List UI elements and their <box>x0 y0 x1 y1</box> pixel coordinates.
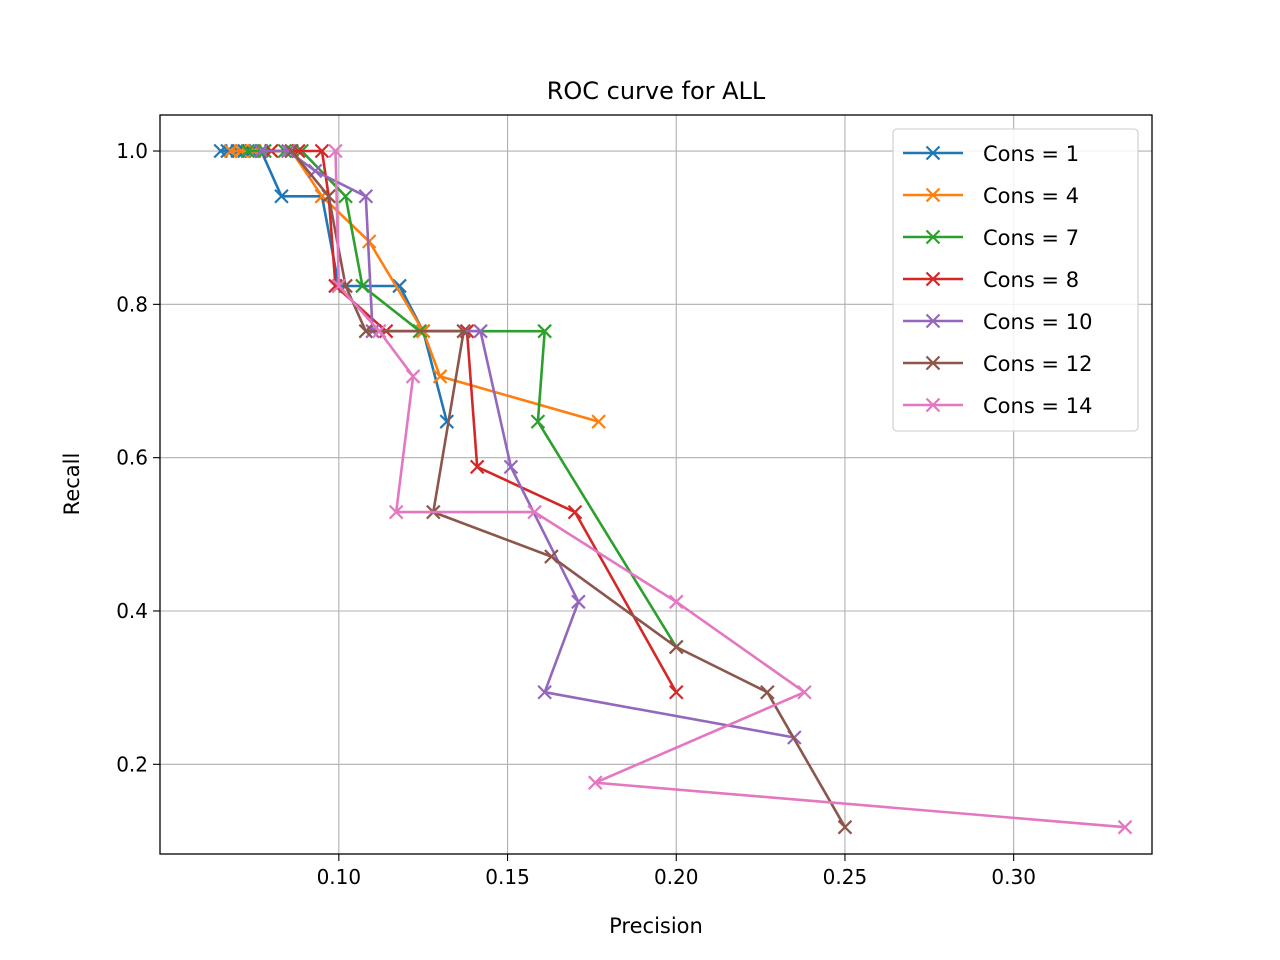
axis-ticks: 0.10 0.15 0.20 0.25 0.30 0.2 0.4 0.6 0.8 1.0 <box>116 139 1036 889</box>
data-point-marker <box>591 414 606 429</box>
plot-frame <box>159 114 1153 855</box>
y-tick-label: 0.4 <box>116 599 148 623</box>
data-point-marker <box>274 188 289 204</box>
legend-marker <box>925 397 941 413</box>
legend-entry: Cons = 12 <box>903 352 1092 376</box>
x-axis-label: Precision <box>609 914 703 938</box>
data-point-marker <box>1117 819 1133 835</box>
legend-label: Cons = 12 <box>983 352 1092 376</box>
y-tick-label: 0.6 <box>116 446 148 470</box>
data-point-marker <box>314 143 330 159</box>
data-point-marker <box>388 504 404 520</box>
data-point-marker <box>530 414 546 429</box>
data-point-marker <box>284 143 299 159</box>
data-point-marker <box>668 594 684 610</box>
y-tick-label: 0.2 <box>116 752 148 776</box>
legend-entry: Cons = 1 <box>903 142 1079 166</box>
data-point-marker <box>439 414 455 429</box>
legend-marker <box>925 229 941 245</box>
data-point-marker <box>253 143 269 159</box>
legend-marker <box>925 271 941 287</box>
chart-title: ROC curve for ALL <box>547 77 766 105</box>
y-tick-label: 0.8 <box>116 292 148 316</box>
series-line <box>334 150 1126 829</box>
data-point-marker <box>567 504 583 520</box>
data-point-marker <box>837 819 853 835</box>
y-tick-label: 1.0 <box>116 139 148 163</box>
data-point-marker <box>537 323 552 339</box>
data-point-marker <box>473 323 488 339</box>
legend-label: Cons = 8 <box>983 268 1079 292</box>
x-tick-label: 0.10 <box>317 865 362 889</box>
legend-marker <box>925 145 941 161</box>
legend-label: Cons = 1 <box>983 142 1079 166</box>
data-point-marker <box>537 684 552 700</box>
legend-label: Cons = 14 <box>983 394 1092 418</box>
series-7 <box>328 143 1133 835</box>
data-point-marker <box>331 278 347 294</box>
legend-entry: Cons = 4 <box>903 184 1079 208</box>
series-group <box>213 143 1133 835</box>
data-point-marker <box>372 323 387 339</box>
legend-entry: Cons = 10 <box>903 310 1092 334</box>
legend-label: Cons = 10 <box>983 310 1092 334</box>
legend-marker <box>925 355 941 371</box>
data-point-marker <box>587 775 603 790</box>
data-point-marker <box>544 549 559 564</box>
x-tick-label: 0.15 <box>485 865 530 889</box>
data-point-marker <box>240 143 256 159</box>
x-tick-label: 0.25 <box>823 865 868 889</box>
data-point-marker <box>571 594 586 610</box>
data-point-marker <box>358 323 374 339</box>
data-point-marker <box>328 143 343 159</box>
y-axis-label: Recall <box>60 453 84 516</box>
legend-label: Cons = 7 <box>983 226 1079 250</box>
legend: Cons = 1 Cons = 4 Cons = 7 Cons = 8 Cons = 1… <box>892 128 1139 432</box>
x-tick-label: 0.20 <box>654 865 699 889</box>
data-point-marker <box>338 188 353 204</box>
data-point-marker <box>280 143 296 159</box>
data-point-marker <box>668 684 684 700</box>
legend-entry: Cons = 14 <box>903 394 1092 418</box>
data-point-marker <box>355 278 370 294</box>
data-point-marker <box>668 639 684 655</box>
data-point-marker <box>527 504 542 520</box>
data-point-marker <box>405 369 421 384</box>
data-point-marker <box>456 323 471 339</box>
data-point-marker <box>432 369 448 384</box>
legend-marker <box>925 187 941 203</box>
legend-label: Cons = 4 <box>983 184 1079 208</box>
data-point-marker <box>392 278 407 294</box>
data-point-marker <box>797 684 812 700</box>
data-point-marker <box>233 143 249 159</box>
legend-box <box>892 128 1139 432</box>
legend-marker <box>925 313 941 329</box>
legend-entry: Cons = 7 <box>903 226 1079 250</box>
data-point-marker <box>760 684 775 700</box>
data-point-marker <box>321 188 336 204</box>
data-point-marker <box>469 459 485 475</box>
series-line <box>271 149 678 693</box>
legend-entry: Cons = 8 <box>903 268 1079 292</box>
data-point-marker <box>503 459 519 475</box>
data-point-marker <box>358 188 374 204</box>
x-tick-label: 0.30 <box>991 865 1036 889</box>
